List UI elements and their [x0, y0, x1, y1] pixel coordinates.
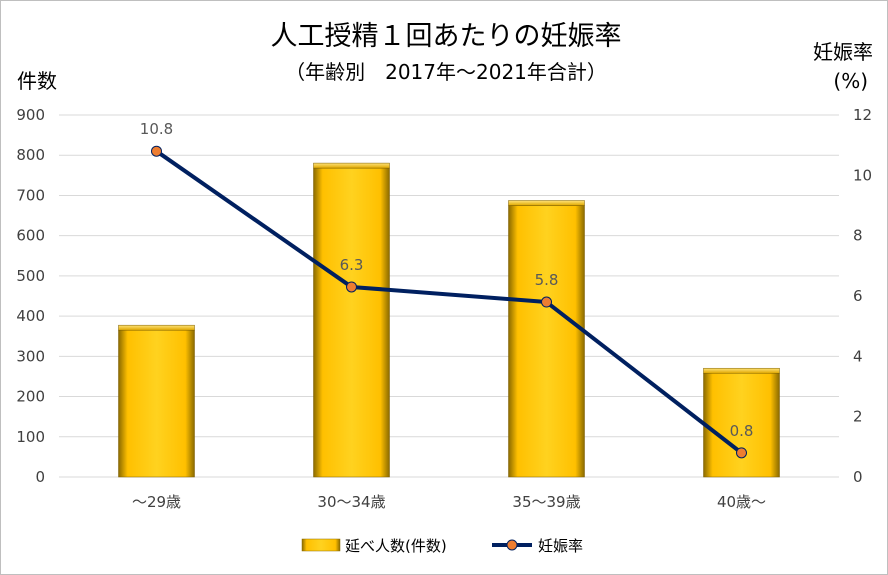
chart-subtitle: （年齢別 2017年～2021年合計）	[285, 60, 607, 84]
left-tick-label: 200	[16, 388, 45, 406]
bar-top	[313, 162, 390, 169]
line-series	[151, 145, 747, 459]
legend-bar-label: 延べ人数(件数)	[345, 537, 447, 555]
right-tick-label: 0	[853, 468, 863, 486]
rate-data-label: 6.3	[340, 256, 364, 274]
bar	[313, 162, 390, 478]
right-tick-label: 10	[853, 166, 872, 184]
bar-top	[118, 324, 195, 331]
legend-line-marker	[506, 539, 518, 551]
category-label: 35～39歳	[512, 493, 580, 511]
rate-point	[346, 281, 357, 293]
right-tick-label: 2	[853, 408, 863, 426]
data-labels: 10.8 6.3 5.8 0.8	[140, 120, 754, 440]
legend: 延べ人数(件数) 妊娠率	[301, 537, 583, 555]
right-tick-label: 4	[853, 347, 863, 365]
legend-line-label: 妊娠率	[538, 537, 583, 555]
left-tick-label: 100	[16, 428, 45, 446]
legend-bar-swatch	[301, 538, 341, 552]
left-tick-label: 800	[16, 146, 45, 164]
left-tick-label: 900	[16, 106, 45, 124]
left-axis-ticks: 0 100 200 300 400 500 600 700 800 900	[16, 106, 45, 486]
left-tick-label: 500	[16, 267, 45, 285]
rate-line	[155, 149, 743, 455]
bar	[508, 200, 585, 478]
right-tick-label: 12	[853, 106, 872, 124]
right-tick-label: 8	[853, 227, 863, 245]
left-axis-title: 件数	[17, 69, 57, 93]
bar-body	[313, 167, 390, 478]
left-tick-label: 400	[16, 307, 45, 325]
rate-point	[736, 447, 747, 459]
bar-body	[508, 205, 585, 478]
bar	[118, 324, 195, 478]
left-tick-label: 300	[16, 347, 45, 365]
chart-title: 人工授精１回あたりの妊娠率	[271, 21, 622, 52]
bar	[703, 367, 780, 478]
bar-top	[703, 367, 780, 374]
rate-data-label: 10.8	[140, 120, 173, 138]
right-axis-title: 妊娠率	[813, 40, 873, 64]
category-label: 30～34歳	[317, 493, 385, 511]
right-tick-label: 6	[853, 287, 863, 305]
left-tick-label: 700	[16, 186, 45, 204]
rate-point	[541, 296, 552, 308]
rate-point	[151, 145, 162, 157]
right-axis-unit: (%)	[833, 69, 868, 93]
rate-data-label: 5.8	[535, 271, 559, 289]
category-axis: ～29歳 30～34歳 35～39歳 40歳～	[132, 493, 766, 511]
bar-body	[118, 329, 195, 478]
rate-data-label: 0.8	[730, 422, 754, 440]
category-label: 40歳～	[717, 493, 766, 511]
bar-series	[118, 162, 780, 478]
right-axis-ticks: 0 2 4 6 8 10 12	[853, 106, 872, 486]
category-label: ～29歳	[132, 493, 181, 511]
left-tick-label: 600	[16, 227, 45, 245]
left-tick-label: 0	[35, 468, 45, 486]
bar-top	[508, 200, 585, 206]
